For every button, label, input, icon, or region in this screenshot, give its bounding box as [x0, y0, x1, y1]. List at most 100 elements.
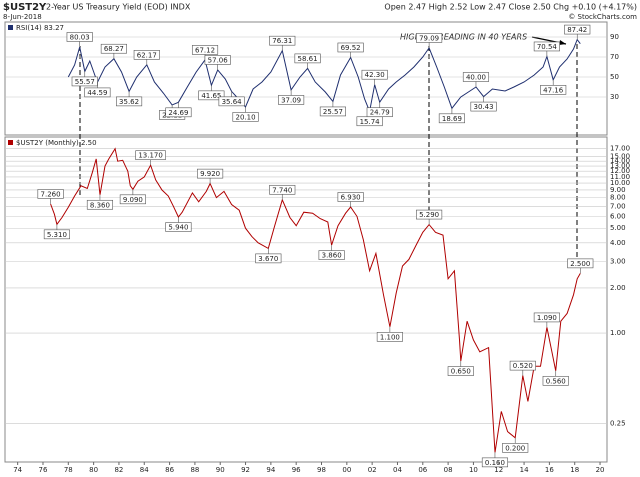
label-box — [37, 189, 64, 199]
data-label: 5.940 — [168, 224, 188, 232]
data-label: 3.670 — [258, 255, 278, 263]
data-label: 25.57 — [323, 108, 343, 116]
label-box — [71, 76, 98, 87]
x-tick-label: 86 — [165, 466, 174, 474]
data-label: 9.920 — [200, 170, 220, 178]
data-label: 24.69 — [168, 109, 188, 117]
data-label: 5.290 — [419, 211, 439, 219]
data-label: 55.57 — [75, 78, 95, 86]
data-label: 70.54 — [537, 43, 558, 51]
legend-label: $UST2Y (Monthly) 2.50 — [16, 139, 97, 147]
x-tick-label: 80 — [89, 466, 98, 474]
label-box — [269, 35, 296, 46]
data-label: 20.10 — [236, 113, 256, 121]
label-box — [165, 222, 192, 232]
data-label: 6.930 — [341, 193, 361, 201]
data-label: 69.52 — [341, 44, 361, 52]
data-label: 3.860 — [322, 252, 342, 260]
label-box — [447, 366, 474, 376]
label-box — [416, 33, 443, 43]
x-tick-label: 74 — [13, 466, 22, 474]
data-label: 24.79 — [370, 109, 390, 117]
price-panel — [4, 136, 608, 463]
data-label: 35.64 — [222, 98, 243, 106]
label-box — [204, 55, 231, 65]
label-box — [84, 87, 111, 98]
data-label: 2.500 — [570, 260, 590, 268]
data-label: 76.31 — [272, 37, 292, 45]
y-tick-label: 50 — [610, 73, 619, 81]
y-tick-label: 8.00 — [610, 194, 626, 202]
data-label: 7.260 — [41, 190, 61, 198]
x-tick-label: 18 — [570, 466, 579, 474]
x-tick-label: 12 — [494, 466, 503, 474]
x-tick-label: 98 — [317, 466, 326, 474]
x-tick-label: 10 — [469, 466, 478, 474]
label-box — [376, 332, 403, 342]
y-tick-label: 9.00 — [610, 186, 626, 194]
label-box — [191, 45, 219, 55]
y-tick-label: 70 — [610, 53, 619, 61]
credit: © StockCharts.com — [568, 13, 637, 21]
y-tick-label: 2.00 — [610, 284, 626, 292]
data-label: 0.650 — [451, 368, 471, 376]
legend-label: RSI(14) 83.27 — [16, 24, 64, 32]
data-label: 40.00 — [466, 74, 486, 82]
label-box — [165, 107, 192, 118]
data-label: 13.170 — [138, 152, 163, 160]
label-box — [502, 443, 529, 453]
label-box — [470, 101, 497, 112]
security-name: 2-Year US Treasury Yield (EOD) INDX — [46, 3, 191, 12]
label-box — [198, 90, 225, 101]
label-box — [135, 150, 166, 160]
label-box — [540, 85, 567, 95]
label-box — [567, 258, 594, 269]
y-tick-label: 6.00 — [610, 212, 626, 220]
x-tick-label: 08 — [444, 466, 453, 474]
x-tick-label: 82 — [114, 466, 123, 474]
series-line — [50, 147, 581, 453]
label-box — [218, 96, 245, 107]
x-tick-label: 16 — [545, 466, 554, 474]
legend-swatch — [8, 140, 13, 145]
label-box — [278, 95, 305, 105]
data-label: 9.090 — [123, 196, 143, 204]
x-tick-label: 84 — [140, 466, 149, 474]
rsi-panel — [4, 21, 608, 136]
x-tick-label: 00 — [342, 466, 351, 474]
label-box — [66, 32, 93, 42]
y-tick-label: 1.00 — [610, 329, 626, 337]
label-box — [462, 72, 490, 82]
label-box — [269, 184, 296, 195]
data-label: 1.090 — [537, 314, 557, 322]
y-tick-label: 0.25 — [610, 419, 626, 427]
x-tick-label: 06 — [418, 466, 427, 474]
data-label: 44.59 — [87, 89, 107, 97]
label-box — [119, 194, 146, 205]
data-label: 5.310 — [47, 231, 67, 239]
x-tick-label: 20 — [596, 466, 605, 474]
label-box — [197, 168, 224, 179]
data-label: 0.200 — [505, 444, 525, 452]
label-box — [133, 50, 160, 60]
x-tick-label: 04 — [393, 466, 402, 474]
y-tick-label: 17.00 — [610, 145, 630, 153]
label-box — [337, 192, 364, 202]
series-line — [67, 38, 581, 114]
data-label: 80.03 — [70, 33, 90, 41]
y-tick-label: 4.00 — [610, 239, 626, 247]
data-label: 57.06 — [208, 56, 229, 64]
data-label: 7.740 — [272, 186, 292, 194]
y-tick-label: 90 — [610, 33, 619, 41]
y-tick-label: 30 — [610, 93, 619, 101]
x-tick-label: 94 — [266, 466, 275, 474]
label-box — [481, 457, 509, 468]
quote: Open 2.47 High 2.52 Low 2.47 Close 2.50 … — [384, 3, 637, 12]
x-tick-label: 88 — [190, 466, 199, 474]
x-tick-label: 92 — [241, 466, 250, 474]
label-box — [438, 113, 465, 124]
label-box — [509, 360, 536, 371]
symbol: $UST2Y — [3, 2, 47, 13]
label-box — [533, 41, 560, 52]
label-box — [100, 43, 127, 54]
